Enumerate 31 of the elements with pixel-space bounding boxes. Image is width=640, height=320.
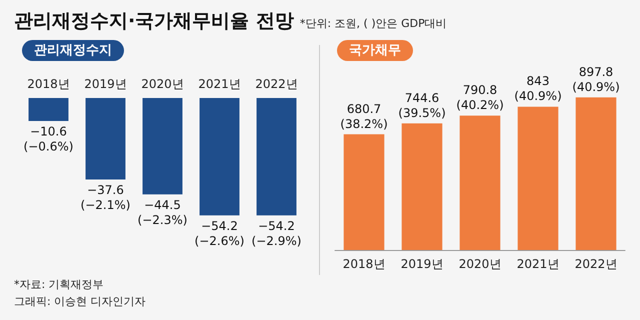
text: 관리재정수지·국가채무비율 전망	[14, 10, 294, 32]
text: *단위: 조원, ( )안은 GDP대비	[300, 17, 447, 30]
bar	[460, 116, 500, 250]
text: 그래픽: 이승현 디자인기자	[14, 294, 146, 310]
x-tick-label: 2020년	[458, 257, 502, 271]
bar	[402, 123, 442, 250]
data-label: 897.8 (40.9%)	[572, 64, 620, 94]
x-tick-label: 2018년	[27, 77, 70, 91]
data-label: −54.2 (−2.6%)	[194, 218, 244, 248]
text: *자료: 기획재정부	[14, 277, 105, 293]
data-label: 790.8 (40.2%)	[456, 83, 504, 112]
bar	[344, 134, 384, 250]
chart-title: 관리재정수지	[34, 43, 112, 58]
bar	[576, 97, 616, 250]
data-label: 744.6 (39.5%)	[398, 90, 446, 120]
data-label: −10.6 (−0.6%)	[24, 124, 74, 154]
data-label: −44.5 (−2.3%)	[138, 198, 188, 227]
bar	[518, 106, 558, 250]
data-label: −54.2 (−2.9%)	[252, 218, 302, 248]
x-tick-label: 2020년	[141, 77, 184, 91]
x-tick-label: 2021년	[198, 77, 241, 91]
data-label: 680.7 (38.2%)	[340, 102, 388, 131]
x-tick-label: 2022년	[255, 77, 298, 91]
x-tick-label: 2018년	[342, 257, 386, 271]
x-tick-label: 2019년	[84, 77, 127, 91]
data-label: 843 (40.9%)	[514, 74, 562, 104]
x-tick-label: 2019년	[400, 257, 444, 271]
chart-title: 국가채무	[349, 43, 401, 58]
data-label: −37.6 (−2.1%)	[80, 182, 130, 212]
x-tick-label: 2021년	[516, 257, 560, 271]
x-tick-label: 2022년	[574, 257, 618, 271]
